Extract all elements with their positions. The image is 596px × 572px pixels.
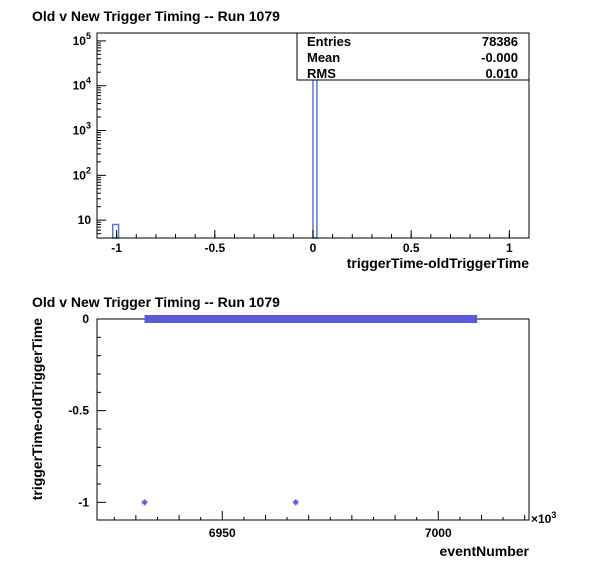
scatter-y-tick-label: -0.5 xyxy=(68,404,89,418)
stats-entries-value: 78386 xyxy=(482,34,518,49)
histogram-y-tick-label: 103 xyxy=(73,121,91,138)
scatter-frame xyxy=(96,318,530,521)
scatter-panel: Old v New Trigger Timing -- Run 1079 695… xyxy=(29,294,556,559)
stats-rms-value: 0.010 xyxy=(485,66,518,81)
scatter-band-fill xyxy=(144,315,478,323)
scatter-x-multiplier-base: ×10 xyxy=(531,512,552,526)
stats-rms-label: RMS xyxy=(307,66,336,81)
scatter-x-tick-label: 6950 xyxy=(209,526,236,540)
histogram-y-tick-label: 104 xyxy=(73,76,91,93)
scatter-x-ticks: 6950 7000 xyxy=(113,511,526,540)
scatter-band xyxy=(144,315,478,323)
scatter-x-multiplier: ×103 xyxy=(531,510,556,526)
histogram-x-tick-label: 0.5 xyxy=(403,241,420,255)
scatter-title: Old v New Trigger Timing -- Run 1079 xyxy=(32,294,280,310)
histogram-bin xyxy=(111,223,120,239)
scatter-y-tick-label: 0 xyxy=(82,312,89,326)
histogram-title: Old v New Trigger Timing -- Run 1079 xyxy=(32,8,280,24)
scatter-x-axis-label: eventNumber xyxy=(440,543,530,559)
scatter-y-axis-label: triggerTime-oldTriggerTime xyxy=(29,318,45,501)
scatter-point xyxy=(141,499,148,506)
scatter-y-ticks: 0 -0.5 -1 xyxy=(68,312,106,509)
histogram-x-tick-label: 1 xyxy=(506,241,513,255)
stats-mean-label: Mean xyxy=(307,50,340,65)
scatter-points xyxy=(141,499,299,506)
stats-mean-value: -0.000 xyxy=(481,50,518,65)
histogram-y-ticks: 10 102 103 104 105 xyxy=(73,31,106,239)
histogram-x-tick-label: -1 xyxy=(111,241,122,255)
stats-box: Entries 78386 Mean -0.000 RMS 0.010 xyxy=(296,32,530,81)
stats-entries-label: Entries xyxy=(307,34,351,49)
histogram-x-tick-label: 0 xyxy=(310,241,317,255)
histogram-y-tick-label: 102 xyxy=(73,165,91,182)
scatter-point xyxy=(292,499,299,506)
histogram-x-tick-label: -0.5 xyxy=(204,241,225,255)
histogram-bins xyxy=(111,44,318,239)
scatter-x-tick-label: 7000 xyxy=(425,526,452,540)
stats-box-frame xyxy=(296,32,530,81)
histogram-x-ticks: -1 -0.5 0 0.5 1 xyxy=(96,230,530,255)
scatter-y-tick-label: -1 xyxy=(78,495,89,509)
scatter-x-multiplier-exp: 3 xyxy=(551,510,556,520)
histogram-y-tick-label: 105 xyxy=(73,31,91,48)
histogram-y-tick-label: 10 xyxy=(78,213,92,227)
histogram-x-axis-label: triggerTime-oldTriggerTime xyxy=(347,255,530,271)
histogram-panel: Old v New Trigger Timing -- Run 1079 -1-… xyxy=(32,8,530,271)
